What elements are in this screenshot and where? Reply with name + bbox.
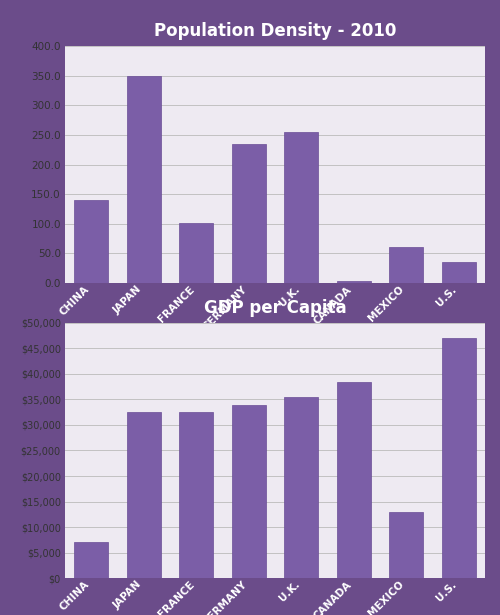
Bar	[126, 412, 161, 578]
Bar	[126, 76, 161, 283]
Bar	[389, 247, 424, 283]
Bar	[179, 223, 214, 283]
Bar	[179, 412, 214, 578]
Title: Population Density - 2010: Population Density - 2010	[154, 22, 396, 41]
Bar	[389, 512, 424, 578]
Bar	[442, 262, 476, 283]
Bar	[284, 132, 318, 283]
Bar	[336, 381, 371, 578]
Bar	[232, 144, 266, 283]
Bar	[74, 542, 108, 578]
Title: GDP per Capita: GDP per Capita	[204, 299, 346, 317]
Bar	[442, 338, 476, 578]
Bar	[232, 405, 266, 578]
Bar	[74, 200, 108, 283]
Bar	[284, 397, 318, 578]
Bar	[336, 281, 371, 283]
